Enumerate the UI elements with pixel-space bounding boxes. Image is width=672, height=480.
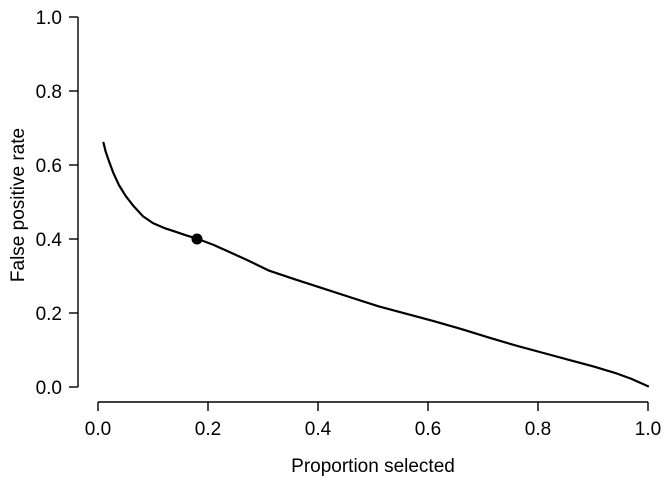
- curve-path: [102, 141, 650, 388]
- x-tick-label: 1.0: [635, 419, 661, 440]
- x-tick-label: 0.8: [525, 419, 551, 440]
- y-tick-label: 0.8: [36, 82, 62, 103]
- x-tick-label: 0.0: [85, 419, 111, 440]
- y-tick-label: 0.6: [36, 156, 62, 177]
- marker-point: [191, 233, 203, 245]
- axes-layer: 0.0 0.2 0.4 0.6 0.8 1.0 0.0 0.2 0.4 0.6 0.8 1.0: [36, 8, 662, 440]
- y-tick-label: 0.4: [36, 230, 63, 251]
- series-layer: [102, 141, 650, 388]
- y-tick-label: 0.2: [36, 304, 62, 325]
- x-axis-title: Proportion selected: [291, 456, 455, 477]
- y-tick-label: 0.0: [36, 378, 62, 399]
- y-axis-title: False positive rate: [8, 128, 29, 282]
- x-tick-label: 0.6: [415, 419, 441, 440]
- y-tick-label: 1.0: [36, 8, 62, 29]
- x-tick-label: 0.2: [195, 419, 221, 440]
- x-tick-label: 0.4: [305, 419, 332, 440]
